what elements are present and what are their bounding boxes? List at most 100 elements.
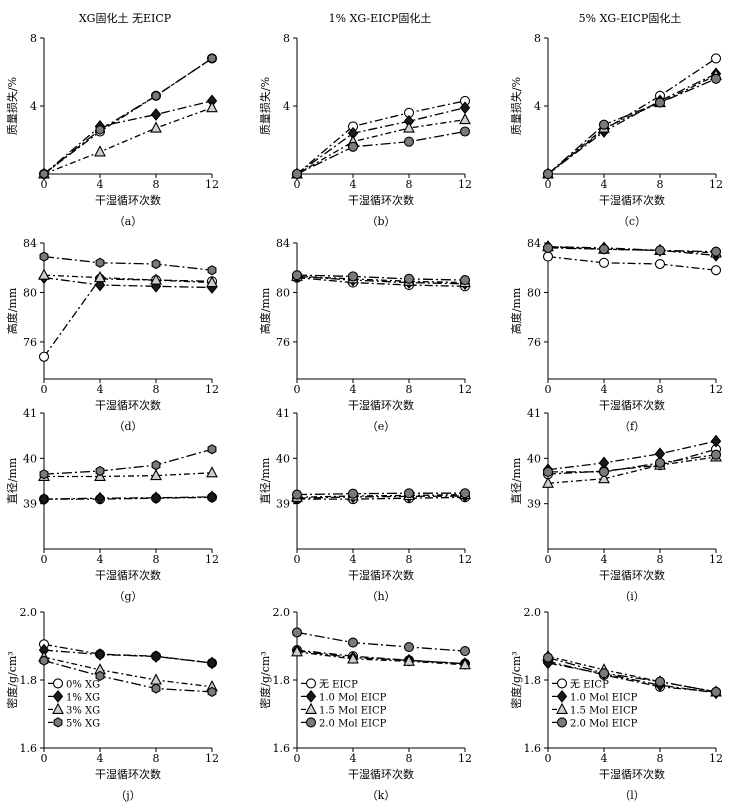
- data-point: [654, 97, 666, 108]
- x-tick-label: 8: [406, 752, 413, 765]
- x-axis-title: 干湿循环次数: [599, 568, 665, 582]
- y-tick-label: 39: [276, 498, 290, 511]
- data-point: [151, 258, 161, 270]
- x-tick-label: 12: [709, 553, 723, 566]
- series-line-4: [296, 130, 466, 175]
- column-title-3: 5% XG-EICP固化土: [579, 11, 682, 25]
- x-tick-label: 8: [153, 553, 160, 566]
- x-tick-label: 4: [97, 752, 104, 765]
- x-tick-label: 12: [458, 553, 472, 566]
- data-point: [403, 121, 415, 133]
- data-point: [542, 242, 554, 253]
- y-axis-title: 密度/g/cm³: [258, 651, 272, 708]
- legend-marker: [305, 702, 317, 714]
- series-line-4: [547, 78, 717, 175]
- x-tick-label: 8: [657, 383, 664, 396]
- data-point: [38, 268, 50, 280]
- column-title-2: 1% XG-EICP固化土: [329, 11, 432, 25]
- x-tick-label: 4: [601, 553, 608, 566]
- x-tick-label: 12: [709, 178, 723, 191]
- panel-label: （e）: [367, 420, 396, 433]
- y-tick-label: 4: [283, 100, 290, 113]
- chart-b: 0 4 8 12 4 8 干湿循环次数 质量损失/% （b）: [258, 32, 472, 228]
- legend-marker: [556, 690, 568, 703]
- data-point: [542, 168, 554, 180]
- panel-label: （g）: [113, 590, 142, 603]
- y-tick-label: 39: [527, 498, 541, 511]
- x-tick-label: 12: [458, 178, 472, 191]
- data-point: [150, 273, 162, 285]
- data-point: [710, 73, 722, 84]
- series-line-2: [547, 246, 717, 257]
- x-tick-label: 0: [294, 553, 301, 566]
- chart-a: 0 4 8 12 4 8 干湿循环次数 质量损失/% （a）: [5, 32, 219, 228]
- y-tick-label: 2.0: [273, 606, 291, 619]
- column-title-1: XG固化土 无EICP: [79, 11, 172, 25]
- series-line-4: [547, 247, 717, 253]
- y-tick-label: 84: [276, 237, 290, 250]
- series-line-3: [296, 275, 466, 284]
- x-tick-label: 8: [657, 178, 664, 191]
- series-line-1: [547, 448, 717, 475]
- y-axis-title: 直径/mm: [509, 457, 523, 504]
- data-point: [542, 476, 554, 488]
- series-line-2: [296, 495, 466, 499]
- series-line-2: [547, 73, 717, 175]
- x-axis-title: 干湿循环次数: [348, 398, 414, 412]
- chart-g: 0 4 8 12 39 40 41 干湿循环次数 直径/mm （g）: [5, 407, 219, 603]
- legend-label: 2.0 Mol EICP: [319, 718, 387, 729]
- panel-label: （b）: [366, 215, 395, 228]
- x-tick-label: 8: [153, 752, 160, 765]
- legend-label: 1.5 Mol EICP: [319, 705, 387, 716]
- x-tick-label: 8: [406, 178, 413, 191]
- x-axis-title: 干湿循环次数: [95, 568, 161, 582]
- data-point: [150, 121, 162, 133]
- series-line-4: [43, 448, 213, 475]
- data-point: [347, 652, 359, 664]
- data-point: [347, 488, 359, 499]
- data-point: [94, 270, 106, 283]
- x-tick-label: 4: [350, 178, 357, 191]
- data-point: [459, 488, 471, 499]
- x-tick-label: 8: [153, 383, 160, 396]
- x-tick-label: 4: [97, 553, 104, 566]
- data-point: [291, 645, 303, 657]
- data-point: [459, 658, 471, 670]
- data-point: [403, 641, 415, 653]
- x-axis-title: 干湿循环次数: [599, 398, 665, 412]
- data-point: [403, 654, 415, 666]
- series-line-2: [296, 107, 466, 175]
- y-axis-title: 质量损失/%: [5, 77, 19, 135]
- y-tick-label: 1.8: [524, 674, 542, 687]
- x-tick-label: 0: [545, 752, 552, 765]
- series-line-1: [296, 100, 466, 175]
- y-axis-title: 高度/mm: [258, 287, 272, 334]
- data-point: [291, 489, 303, 500]
- data-point: [39, 168, 49, 180]
- x-tick-label: 0: [41, 383, 48, 396]
- x-tick-label: 12: [205, 553, 219, 566]
- data-point: [206, 490, 218, 504]
- series-line-1: [296, 276, 466, 287]
- y-tick-label: 4: [30, 100, 37, 113]
- y-tick-label: 41: [23, 407, 37, 420]
- x-tick-label: 12: [458, 752, 472, 765]
- data-point: [403, 136, 415, 147]
- panel-label: （i）: [619, 590, 645, 603]
- series-line-2: [43, 100, 213, 175]
- x-tick-label: 8: [406, 553, 413, 566]
- chart-l: 0 4 8 12 1.6 1.8 2.0 干湿循环次数 密度/g/cm³ （l） 无 EICP 1.0…: [509, 606, 723, 802]
- panel-label: （k）: [367, 789, 396, 802]
- y-tick-label: 40: [276, 452, 290, 465]
- y-tick-label: 1.6: [273, 742, 291, 755]
- data-point: [150, 491, 162, 505]
- y-tick-label: 4: [534, 100, 541, 113]
- panel-label: （c）: [618, 215, 646, 228]
- data-point: [710, 449, 722, 460]
- data-point: [654, 447, 666, 461]
- y-tick-label: 1.8: [273, 674, 291, 687]
- legend-marker: [52, 702, 64, 714]
- x-tick-label: 8: [153, 178, 160, 191]
- y-tick-label: 41: [527, 407, 541, 420]
- y-tick-label: 1.8: [20, 674, 38, 687]
